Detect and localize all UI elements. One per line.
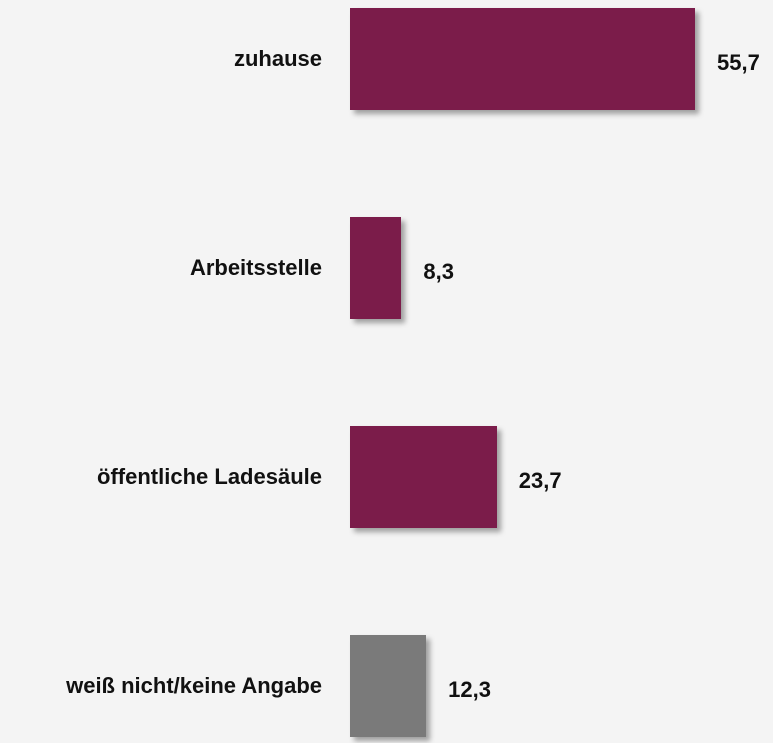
- value-label: 55,7: [717, 50, 760, 75]
- bar: [350, 635, 427, 737]
- category-label: öffentliche Ladesäule: [97, 464, 322, 489]
- bar: [350, 426, 497, 528]
- bar: [350, 8, 695, 110]
- category-label: zuhause: [233, 46, 322, 71]
- category-label: Arbeitsstelle: [189, 255, 322, 280]
- category-label: weiß nicht/keine Angabe: [66, 673, 322, 698]
- value-label: 23,7: [518, 468, 562, 493]
- value-label: 8,3: [423, 259, 454, 284]
- bar: [350, 217, 402, 319]
- value-label: 12,3: [448, 677, 491, 702]
